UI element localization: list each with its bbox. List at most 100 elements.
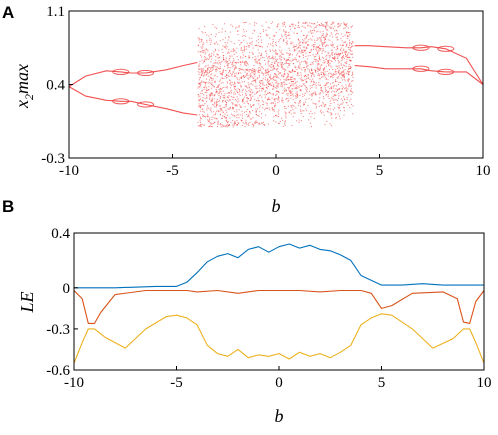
chaotic-point (293, 49, 295, 51)
chaotic-point (246, 69, 248, 71)
chaotic-point (201, 92, 203, 94)
chaotic-point (260, 68, 262, 70)
chaotic-point (227, 62, 229, 64)
chaotic-point (224, 126, 226, 128)
chaotic-region-points (197, 21, 354, 128)
chaotic-point (201, 41, 203, 43)
chaotic-point (205, 48, 207, 50)
chaotic-point (344, 53, 346, 55)
chaotic-point (302, 116, 304, 118)
chaotic-point (346, 61, 348, 63)
chaotic-point (347, 79, 349, 81)
chaotic-point (321, 112, 323, 114)
chaotic-point (314, 91, 316, 93)
chaotic-point (327, 39, 329, 41)
chaotic-point (349, 107, 351, 109)
chaotic-point (249, 74, 251, 76)
chaotic-point (234, 75, 236, 77)
chaotic-point (235, 100, 237, 102)
chaotic-point (245, 121, 247, 123)
chaotic-point (219, 97, 221, 99)
chaotic-point (240, 77, 242, 79)
chaotic-point (310, 50, 312, 52)
chaotic-point (340, 49, 342, 51)
chaotic-point (290, 104, 292, 106)
chaotic-point (246, 100, 248, 102)
chaotic-point (321, 50, 323, 52)
chaotic-point (214, 106, 216, 108)
chaotic-point (303, 110, 305, 112)
chaotic-point (227, 97, 229, 99)
chaotic-point (341, 45, 343, 47)
chaotic-point (307, 58, 309, 60)
chaotic-point (222, 45, 224, 47)
chaotic-point (290, 76, 292, 78)
chaotic-point (328, 98, 330, 100)
chaotic-point (313, 29, 315, 31)
chaotic-point (281, 34, 283, 36)
chaotic-point (327, 91, 329, 93)
chaotic-point (243, 96, 245, 98)
chaotic-point (330, 108, 332, 110)
chaotic-point (226, 85, 228, 87)
chaotic-point (311, 113, 313, 115)
chaotic-point (206, 115, 208, 117)
chaotic-point (200, 38, 202, 40)
chaotic-point (230, 96, 232, 98)
lyapunov-exponent-line-2 (73, 289, 485, 324)
chaotic-point (222, 101, 224, 103)
chaotic-point (311, 39, 313, 41)
chaotic-point (350, 66, 352, 68)
chaotic-point (323, 68, 325, 70)
chaotic-point (205, 81, 207, 83)
chaotic-point (214, 74, 216, 76)
chaotic-point (214, 103, 216, 105)
chaotic-point (287, 87, 289, 89)
chaotic-point (301, 41, 303, 43)
chaotic-point (217, 63, 219, 65)
chaotic-point (260, 46, 262, 48)
chaotic-point (246, 42, 248, 44)
chaotic-point (270, 103, 272, 105)
chaotic-point (335, 79, 337, 81)
chaotic-point (250, 42, 252, 44)
chaotic-point (326, 54, 328, 56)
chaotic-point (291, 124, 293, 126)
chaotic-point (331, 53, 333, 55)
chaotic-point (219, 71, 221, 73)
chaotic-point (330, 28, 332, 30)
chaotic-point (277, 97, 279, 99)
chaotic-point (246, 90, 248, 92)
chaotic-point (251, 76, 253, 78)
chaotic-point (209, 70, 211, 72)
chaotic-point (229, 71, 231, 73)
chaotic-point (328, 90, 330, 92)
chaotic-point (234, 98, 236, 100)
chaotic-point (246, 124, 248, 126)
chaotic-point (238, 68, 240, 70)
chaotic-point (219, 40, 221, 42)
chaotic-point (317, 66, 319, 68)
chaotic-point (267, 78, 269, 80)
chaotic-point (307, 68, 309, 70)
chaotic-point (202, 46, 204, 48)
chaotic-point (236, 47, 238, 49)
chaotic-point (328, 64, 330, 66)
chaotic-point (296, 44, 298, 46)
chaotic-point (291, 88, 293, 90)
chaotic-point (246, 62, 248, 64)
chaotic-point (338, 82, 340, 84)
chaotic-point (219, 87, 221, 89)
chaotic-point (220, 95, 222, 97)
chaotic-point (270, 64, 272, 66)
chaotic-point (296, 88, 298, 90)
chaotic-point (322, 25, 324, 27)
chaotic-point (251, 37, 253, 39)
chaotic-point (245, 92, 247, 94)
chaotic-point (331, 75, 333, 77)
chaotic-point (223, 111, 225, 113)
chaotic-point (296, 120, 298, 122)
chaotic-point (233, 53, 235, 55)
chaotic-point (286, 80, 288, 82)
